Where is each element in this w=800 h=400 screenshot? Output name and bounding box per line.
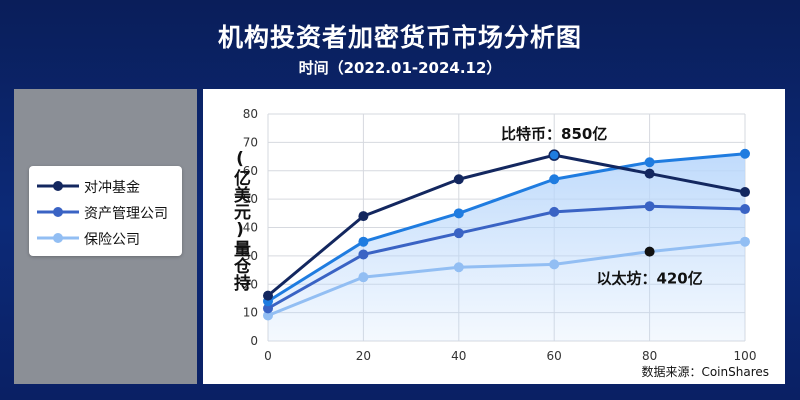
legend-marker-icon <box>37 181 79 191</box>
data-source: 数据来源：CoinShares <box>641 365 769 379</box>
data-point <box>358 272 369 283</box>
data-point <box>644 168 655 179</box>
data-point <box>549 174 560 185</box>
y-tick-label: 20 <box>243 277 258 291</box>
annotation-bitcoin: 比特币：850亿 <box>501 125 607 143</box>
annotation-marker <box>548 149 560 161</box>
legend-marker-icon <box>37 233 79 243</box>
x-tick-label: 60 <box>547 349 562 363</box>
legend-label: 对冲基金 <box>84 180 140 196</box>
series-line <box>267 240 746 317</box>
data-point <box>358 211 369 222</box>
series-line <box>267 152 746 303</box>
x-tick-label: 100 <box>734 349 757 363</box>
legend-item-hedge-fund: 对冲基金 <box>29 174 182 198</box>
x-tick-label: 20 <box>356 349 371 363</box>
data-point <box>549 259 560 270</box>
y-tick-label: 80 <box>243 107 258 121</box>
y-tick-label: 10 <box>243 306 258 320</box>
x-tick-label: 40 <box>451 349 466 363</box>
data-point <box>549 206 560 217</box>
legend-item-asset-management: 资产管理公司 <box>29 200 182 224</box>
legend-label: 资产管理公司 <box>84 206 168 222</box>
line-chart: 0 10 20 30 40 50 60 70 80 0 20 40 60 80 100 比特币：850亿以太坊… <box>243 107 757 363</box>
y-tick-label: 50 <box>243 192 258 206</box>
data-point <box>453 262 464 273</box>
series-line <box>267 153 746 297</box>
chart-title: 机构投资者加密货币市场分析图 <box>217 23 582 52</box>
annotation-ethereum: 以太坊：420亿 <box>596 270 702 288</box>
data-point <box>453 174 464 185</box>
data-point <box>644 201 655 212</box>
y-tick-label: 70 <box>243 135 258 149</box>
legend: 对冲基金 资产管理公司 保险公司 <box>29 166 182 256</box>
y-tick-label: 40 <box>243 221 258 235</box>
data-point <box>453 208 464 219</box>
data-point <box>263 310 273 321</box>
data-point <box>740 204 750 215</box>
data-point <box>644 157 655 168</box>
series-line <box>267 204 746 310</box>
y-tick-label: 0 <box>250 334 258 348</box>
data-point <box>358 249 369 260</box>
data-point <box>453 228 464 239</box>
x-tick-label: 80 <box>642 349 657 363</box>
data-point <box>740 148 750 159</box>
y-axis-label: (亿美元)量仓持 <box>230 149 250 291</box>
x-tick-label: 0 <box>264 349 272 363</box>
legend-marker-icon <box>37 207 79 217</box>
data-point <box>263 290 273 301</box>
annotation-marker <box>644 246 655 257</box>
chart-panel: 0 10 20 30 40 50 60 70 80 0 20 40 60 80 100 比特币：850亿以太坊… <box>203 89 785 384</box>
area-fill <box>268 153 745 341</box>
data-point <box>263 303 273 314</box>
data-point <box>358 236 369 247</box>
data-point <box>740 187 750 198</box>
y-tick-label: 60 <box>243 164 258 178</box>
y-tick-label: 30 <box>243 249 258 263</box>
legend-item-insurance: 保险公司 <box>29 226 182 250</box>
legend-label: 保险公司 <box>84 232 140 248</box>
chart-subtitle: 时间（2022.01-2024.12） <box>298 59 502 77</box>
data-point <box>740 236 750 247</box>
